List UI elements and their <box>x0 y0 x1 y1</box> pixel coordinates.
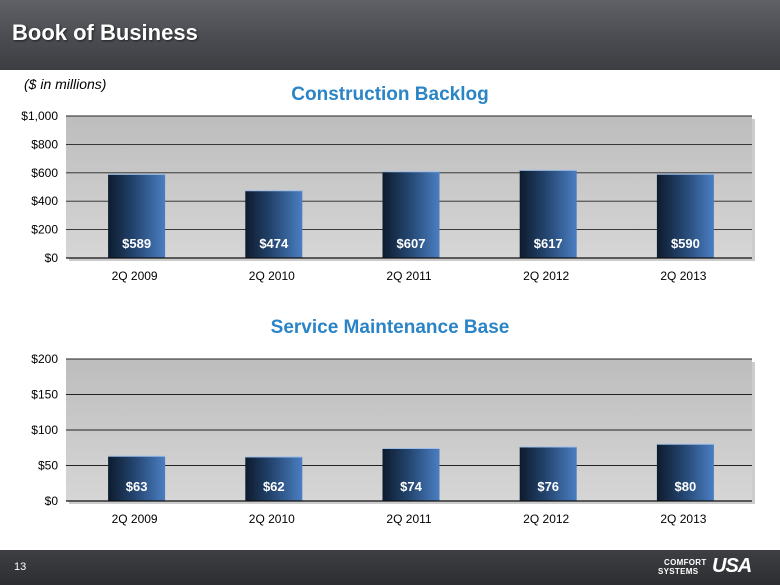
backlog-ytick-label: $400 <box>31 194 58 208</box>
backlog-ytick-label: $0 <box>45 251 59 265</box>
backlog-bar <box>108 174 166 258</box>
service-bar <box>519 447 577 501</box>
comfort-systems-usa-logo: COMFORT SYSTEMS USA <box>654 553 772 581</box>
service-xtick-label: 2Q 2011 <box>386 512 431 526</box>
construction-backlog-chart: $0 $200 $400 $600 $800 $1,000 $589 2Q 2009 $474 2… <box>21 109 755 283</box>
backlog-xtick-label: 2Q 2012 <box>523 269 569 283</box>
service-bar <box>245 456 303 501</box>
logo-text-usa: USA <box>712 555 752 577</box>
backlog-data-label: $617 <box>534 236 563 251</box>
backlog-xtick-label: 2Q 2010 <box>249 269 295 283</box>
service-ytick-label: $100 <box>31 423 58 437</box>
construction-backlog-title: Construction Backlog <box>291 84 489 105</box>
backlog-data-label: $589 <box>122 236 151 251</box>
backlog-ytick-label: $800 <box>31 137 58 151</box>
page-title: Book of Business <box>12 20 198 45</box>
service-xtick-label: 2Q 2013 <box>660 512 706 526</box>
service-data-label: $63 <box>126 479 148 494</box>
service-xtick-label: 2Q 2009 <box>112 512 158 526</box>
service-data-label: $80 <box>675 479 697 494</box>
backlog-xtick-label: 2Q 2011 <box>386 269 431 283</box>
backlog-ytick-label: $600 <box>31 166 58 180</box>
backlog-bar <box>382 171 440 258</box>
footer-bar: 13 COMFORT SYSTEMS USA <box>0 550 780 585</box>
header-bar: Book of Business <box>0 0 780 70</box>
service-data-label: $62 <box>263 479 285 494</box>
service-bar <box>656 444 714 501</box>
service-xtick-label: 2Q 2012 <box>523 512 569 526</box>
service-ytick-label: $200 <box>31 352 58 366</box>
service-data-label: $74 <box>400 479 422 494</box>
backlog-ytick-label: $1,000 <box>21 109 58 123</box>
backlog-data-label: $607 <box>397 236 426 251</box>
service-ytick-label: $0 <box>45 494 59 508</box>
backlog-bar <box>245 190 303 258</box>
backlog-xtick-label: 2Q 2009 <box>112 269 158 283</box>
logo-text-comfort: COMFORT <box>664 558 707 567</box>
service-xtick-label: 2Q 2010 <box>249 512 295 526</box>
logo-text-systems: SYSTEMS <box>658 567 699 576</box>
service-maintenance-chart: $0 $50 $100 $150 $200 $63 2Q 2009 $62 2Q 2010 $74… <box>31 352 755 526</box>
backlog-ytick-label: $200 <box>31 223 58 237</box>
service-bar <box>108 456 166 501</box>
backlog-xtick-label: 2Q 2013 <box>660 269 706 283</box>
backlog-bar <box>656 174 714 258</box>
backlog-data-label: $474 <box>259 236 289 251</box>
service-ytick-label: $50 <box>38 459 58 473</box>
backlog-bar <box>519 170 577 258</box>
service-ytick-label: $150 <box>31 388 58 402</box>
service-bar <box>382 448 440 501</box>
page-number: 13 <box>14 561 27 573</box>
units-note: ($ in millions) <box>24 76 107 92</box>
backlog-data-label: $590 <box>671 236 700 251</box>
service-data-label: $76 <box>537 479 559 494</box>
service-maintenance-title: Service Maintenance Base <box>270 317 510 338</box>
